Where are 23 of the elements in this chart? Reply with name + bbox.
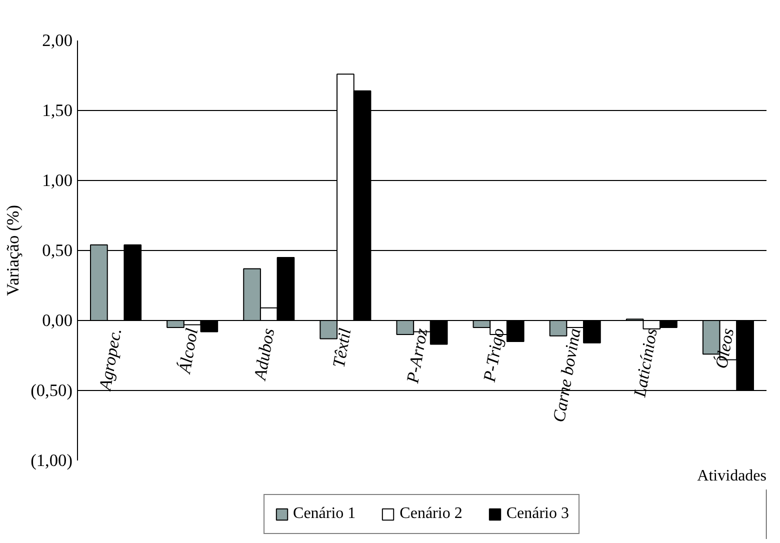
- x-tick-label: Laticínios: [630, 326, 662, 400]
- legend-label: Cenário 3: [506, 505, 569, 523]
- x-tick-label: Óleos: [712, 326, 738, 370]
- y-tick-label: (1,00): [30, 451, 73, 470]
- y-tick-label: 0,00: [42, 311, 73, 330]
- x-tick-label: Álcool: [174, 326, 202, 376]
- y-tick-label: 2,00: [42, 31, 73, 50]
- legend-label: Cenário 1: [293, 505, 356, 523]
- x-tick-label: P-Trigo: [480, 326, 508, 384]
- y-tick-label: (0,50): [30, 381, 73, 400]
- x-tick-label: Adubos: [250, 326, 278, 382]
- x-tick-label: Têxtil: [329, 326, 355, 370]
- x-tick-label: Carne bovina: [549, 326, 585, 424]
- bar: [90, 244, 108, 321]
- x-axis-title: Atividades: [697, 468, 767, 484]
- x-tick-label: Agropec.: [95, 326, 126, 393]
- y-axis-title: Variação (%): [4, 204, 23, 296]
- x-tick-label: P-Arroz: [402, 326, 432, 386]
- y-tick-label: 0,50: [42, 241, 73, 260]
- legend-label: Cenário 2: [400, 505, 462, 523]
- y-tick-label: 1,50: [42, 101, 73, 120]
- bar: [124, 244, 142, 321]
- y-tick-label: 1,00: [42, 171, 73, 190]
